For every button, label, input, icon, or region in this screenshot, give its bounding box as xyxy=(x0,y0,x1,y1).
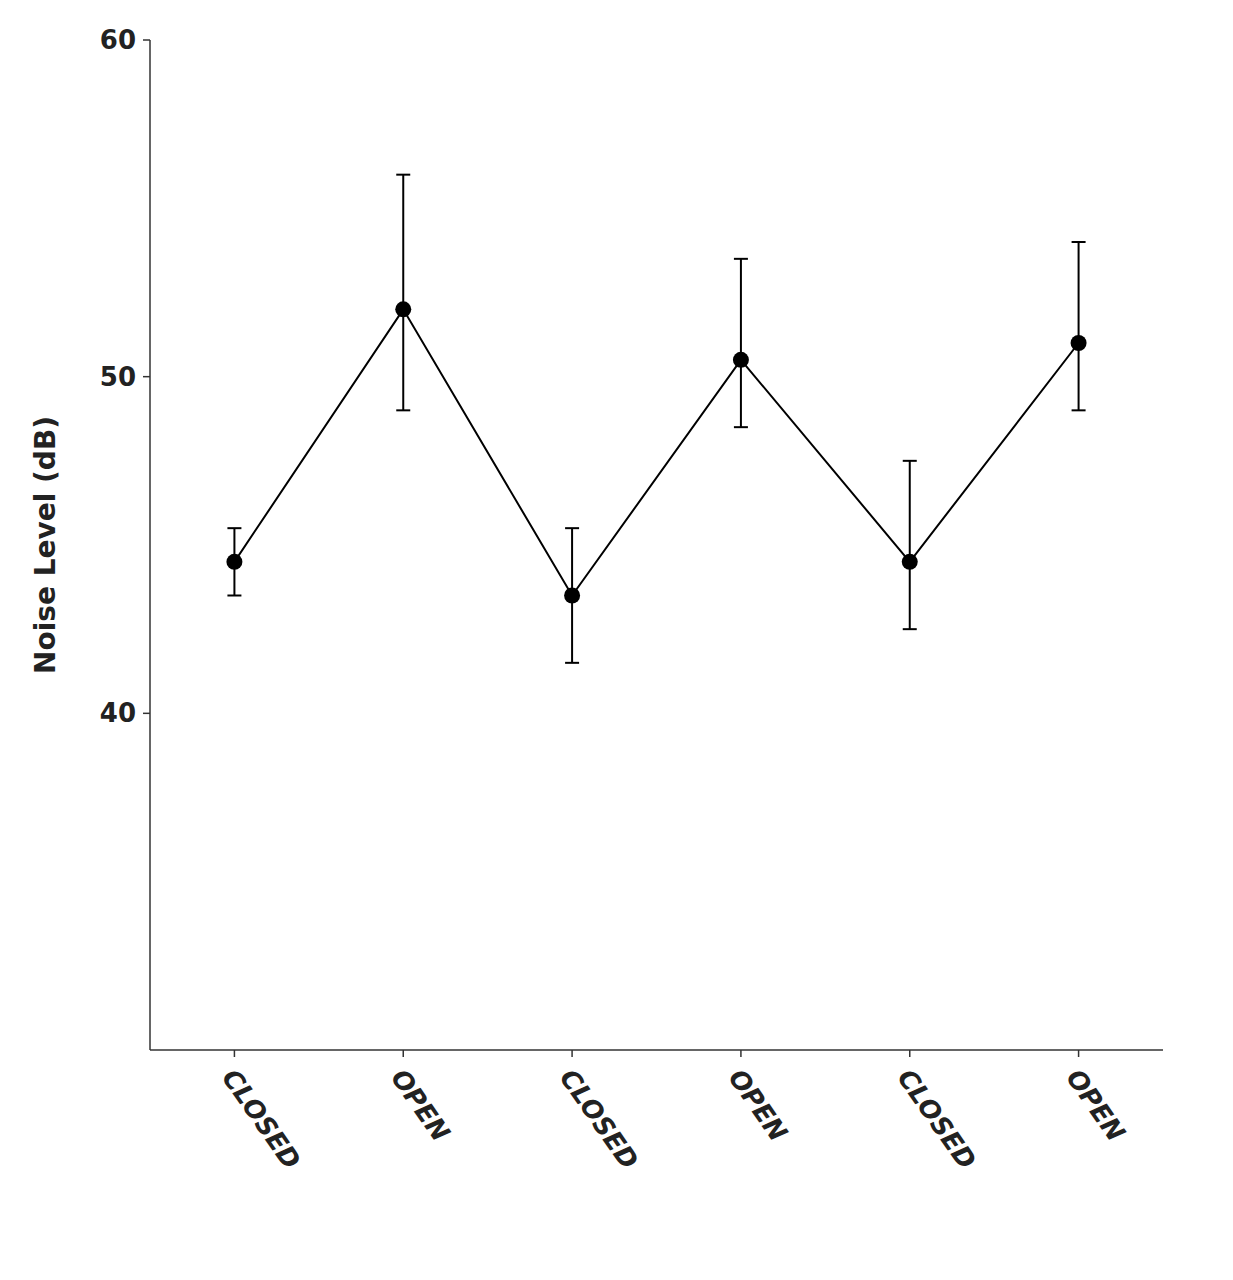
y-axis-line xyxy=(149,40,151,1050)
plot-area xyxy=(226,175,1086,663)
x-tick xyxy=(234,1050,236,1057)
error-bar-upper xyxy=(734,259,748,360)
error-bar-upper xyxy=(565,528,579,595)
y-tick-label: 60 xyxy=(100,25,136,55)
marker xyxy=(395,301,411,317)
x-tick xyxy=(1078,1050,1080,1057)
y-tick xyxy=(143,713,150,715)
y-tick-label: 40 xyxy=(100,698,136,728)
axes: 40 50 60 CLOSED OPEN CLOSED OPEN CLOSED OPEN xyxy=(100,25,1163,1175)
x-tick xyxy=(403,1050,405,1057)
marker xyxy=(902,554,918,570)
x-tick-label: OPEN xyxy=(1060,1063,1131,1146)
error-bar-lower xyxy=(396,309,410,410)
error-bar-upper xyxy=(396,175,410,310)
x-axis-line xyxy=(150,1049,1163,1051)
chart-container: 40 50 60 CLOSED OPEN CLOSED OPEN CLOSED OPEN Nois… xyxy=(0,0,1233,1280)
x-tick-label: CLOSED xyxy=(554,1063,644,1174)
x-tick-label: CLOSED xyxy=(216,1063,306,1174)
marker xyxy=(564,588,580,604)
error-bar-lower xyxy=(565,596,579,663)
marker xyxy=(1071,335,1087,351)
y-tick-label: 50 xyxy=(100,362,136,392)
error-bar-lower xyxy=(903,562,917,629)
x-tick-label: OPEN xyxy=(723,1063,794,1146)
y-axis-label: Noise Level (dB) xyxy=(29,416,62,674)
error-bar-lower xyxy=(734,360,748,427)
x-tick-label: OPEN xyxy=(385,1063,456,1146)
error-bar-upper xyxy=(1072,242,1086,343)
chart: 40 50 60 CLOSED OPEN CLOSED OPEN CLOSED OPEN Nois… xyxy=(0,0,1233,1280)
error-bar-lower xyxy=(1072,343,1086,410)
x-tick xyxy=(909,1050,911,1057)
marker xyxy=(733,352,749,368)
line xyxy=(234,309,1078,595)
x-tick-label: CLOSED xyxy=(891,1063,981,1174)
y-tick xyxy=(143,39,150,41)
y-tick xyxy=(143,376,150,378)
x-tick xyxy=(740,1050,742,1057)
x-tick xyxy=(571,1050,573,1057)
marker xyxy=(226,554,242,570)
error-bar-upper xyxy=(903,461,917,562)
